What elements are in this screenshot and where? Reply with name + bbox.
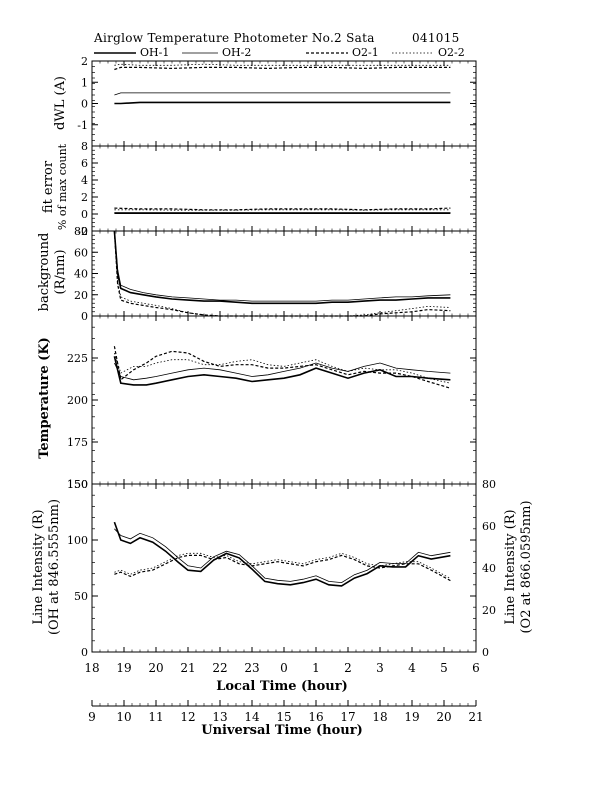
y-tick-label: 100 — [67, 534, 88, 547]
x-tick-label-ut: 14 — [244, 710, 260, 724]
x-tick-label-ut: 17 — [340, 710, 355, 724]
legend-label-oh2: OH-2 — [222, 46, 251, 59]
x-tick-label-ut: 15 — [276, 710, 291, 724]
figure-title: Airglow Temperature Photometer No.2 Sata — [93, 31, 375, 45]
panel-4: 150 100 50 0 80 60 40 20 0 — [67, 478, 496, 659]
y-tick-label: -1 — [77, 119, 88, 132]
series-line-o2-2 — [114, 63, 451, 66]
panel-frame — [91, 483, 477, 653]
y-tick-label: 0 — [81, 310, 88, 323]
x-tick-label-local: 19 — [116, 661, 131, 675]
y-tick-label: 60 — [74, 246, 88, 259]
y-tick-label: 1 — [81, 76, 88, 89]
series-line-o2-1 — [114, 207, 451, 211]
y2-tick-label: 0 — [482, 646, 489, 659]
panel-frame — [91, 145, 477, 232]
y-tick-label: 8 — [81, 140, 88, 153]
y-tick-label: 6 — [81, 157, 88, 170]
x-tick-label-local: 5 — [440, 661, 448, 675]
x-tick-label-local: 1 — [312, 661, 320, 675]
y-tick-label: -2 — [77, 225, 88, 238]
x-tick-label-ut: 10 — [116, 710, 131, 724]
panels: 210-186420-28060402002252001751501501005… — [67, 55, 496, 659]
ylabel-background: background — [37, 233, 52, 312]
series-line-o2-1 — [114, 554, 451, 582]
series-line-o2-1 — [113, 346, 451, 389]
series-line-oh-1 — [114, 101, 451, 105]
panel-0: 2 1 0 -1 — [77, 55, 477, 147]
y-tick-label: 225 — [67, 352, 88, 365]
figure-date: 041015 — [412, 31, 460, 45]
panel-2: 80 60 40 20 0 — [74, 225, 477, 323]
ylabel-intensity-oh-sub: (OH at 846.5555nm) — [47, 499, 62, 635]
legend-label-o21: O2-1 — [352, 46, 379, 59]
ylabel-dwl: dWL (A) — [53, 76, 68, 130]
y-tick-label: 40 — [74, 268, 88, 281]
panel-3: 225 200 175 150 — [67, 315, 477, 491]
y-tick-label: 80 — [74, 225, 88, 238]
x-tick-label-local: 4 — [408, 661, 416, 675]
y-tick-label: 150 — [67, 478, 88, 491]
ylabel-background-unit: (R/nm) — [53, 249, 68, 294]
panel-frame — [91, 60, 477, 147]
y2label-intensity-o2: Line Intensity (R) — [503, 509, 518, 624]
x-tick-label-local: 3 — [376, 661, 384, 675]
x-tick-label-ut: 20 — [436, 710, 451, 724]
legend-label-o22: O2-2 — [438, 46, 465, 59]
panel-1: 8 6 4 2 0 -2 — [77, 140, 477, 238]
legend-label-oh1: OH-1 — [140, 46, 169, 59]
series-line-o2-1 — [114, 66, 451, 71]
series-line-oh-2 — [114, 230, 451, 302]
xlabel-universal-time: Universal Time (hour) — [201, 723, 363, 738]
x-tick-label-local: 2 — [344, 661, 352, 675]
x-tick-label-ut: 11 — [148, 710, 163, 724]
x-tick-label-local: 22 — [212, 661, 227, 675]
y-tick-label: 0 — [81, 208, 88, 221]
legend: OH-1 OH-2 O2-1 O2-2 — [94, 46, 465, 59]
x-tick-label-ut: 19 — [404, 710, 419, 724]
y2-tick-label: 40 — [482, 562, 496, 575]
x-tick-label-ut: 18 — [372, 710, 387, 724]
xlabel-local-time: Local Time (hour) — [216, 679, 348, 694]
y2-tick-label: 80 — [482, 478, 496, 491]
ylabel-intensity-oh: Line Intensity (R) — [31, 509, 46, 624]
series-line-oh-2 — [114, 92, 451, 96]
y-tick-label: 175 — [67, 436, 88, 449]
x-tick-label-ut: 21 — [468, 710, 483, 724]
series-line-oh-2 — [114, 528, 451, 584]
y-tick-label: 2 — [81, 55, 88, 68]
series-line-oh-1 — [113, 356, 451, 386]
ylabel-temperature: Temperature (K) — [37, 337, 52, 459]
series-line-o2-2 — [114, 552, 451, 579]
y2-tick-label: 20 — [482, 604, 496, 617]
y-tick-label: 2 — [81, 191, 88, 204]
y-tick-label: 20 — [74, 289, 88, 302]
y-tick-label: 0 — [81, 98, 88, 111]
y-tick-label: 200 — [67, 394, 88, 407]
x-tick-label-local: 18 — [84, 661, 99, 675]
y2label-intensity-o2-sub: (O2 at 866.0595nm) — [519, 500, 534, 633]
x-tick-label-local: 0 — [280, 661, 288, 675]
series-line-o2-2 — [114, 352, 451, 384]
x-tick-label-ut: 13 — [212, 710, 227, 724]
ylabel-fit-error: fit error — [41, 160, 56, 213]
x-tick-label-local: 23 — [244, 661, 259, 675]
y-tick-label: 50 — [74, 590, 88, 603]
x-tick-label-ut: 16 — [308, 710, 323, 724]
x-tick-label-ut: 9 — [88, 710, 96, 724]
ylabel-fit-error-sub: % of max count — [56, 143, 69, 230]
series-line-oh-2 — [114, 362, 451, 381]
y2-tick-label: 60 — [482, 520, 496, 533]
series-line-oh-1 — [113, 230, 451, 305]
y-tick-label: 4 — [81, 174, 88, 187]
series-line-oh-1 — [113, 521, 451, 587]
x-tick-label-ut: 12 — [180, 710, 195, 724]
x-tick-label-local: 20 — [148, 661, 163, 675]
y-tick-label: 0 — [81, 646, 88, 659]
x-tick-label-local: 6 — [472, 661, 480, 675]
panel-frame — [91, 315, 477, 485]
y-tick-label: 150 — [67, 478, 88, 491]
x-tick-label-local: 21 — [180, 661, 195, 675]
